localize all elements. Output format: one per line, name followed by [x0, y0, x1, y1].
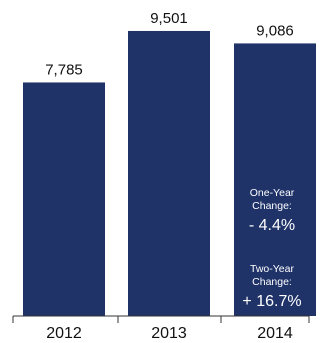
bars-group: [23, 30, 316, 317]
one-year-change-value: - 4.4%: [249, 217, 295, 234]
value-label-2014: 9,086: [256, 22, 294, 39]
x-tick-label-2014: 2014: [257, 325, 293, 342]
value-labels-group: 7,785 9,501 9,086: [45, 10, 294, 78]
x-tick-labels-group: 2012 2013 2014: [46, 325, 293, 342]
one-year-change-label-line1: One-Year: [250, 187, 295, 199]
annotations-group: One-Year Change: - 4.4% Two-Year Change:…: [242, 187, 301, 310]
value-label-2012: 7,785: [45, 61, 83, 78]
x-tick-label-2013: 2013: [151, 325, 187, 342]
x-axis-ticks-group: [12, 316, 310, 323]
one-year-change-label-line2: Change:: [252, 200, 292, 212]
bar-2013: [128, 30, 210, 316]
value-label-2013: 9,501: [150, 10, 188, 27]
bar-2014: [234, 43, 316, 317]
bar-2012: [23, 82, 105, 316]
two-year-change-value: + 16.7%: [242, 293, 301, 310]
two-year-change-label-line2: Change:: [252, 276, 292, 288]
two-year-change-label-line1: Two-Year: [250, 263, 294, 275]
x-tick-label-2012: 2012: [46, 325, 82, 342]
